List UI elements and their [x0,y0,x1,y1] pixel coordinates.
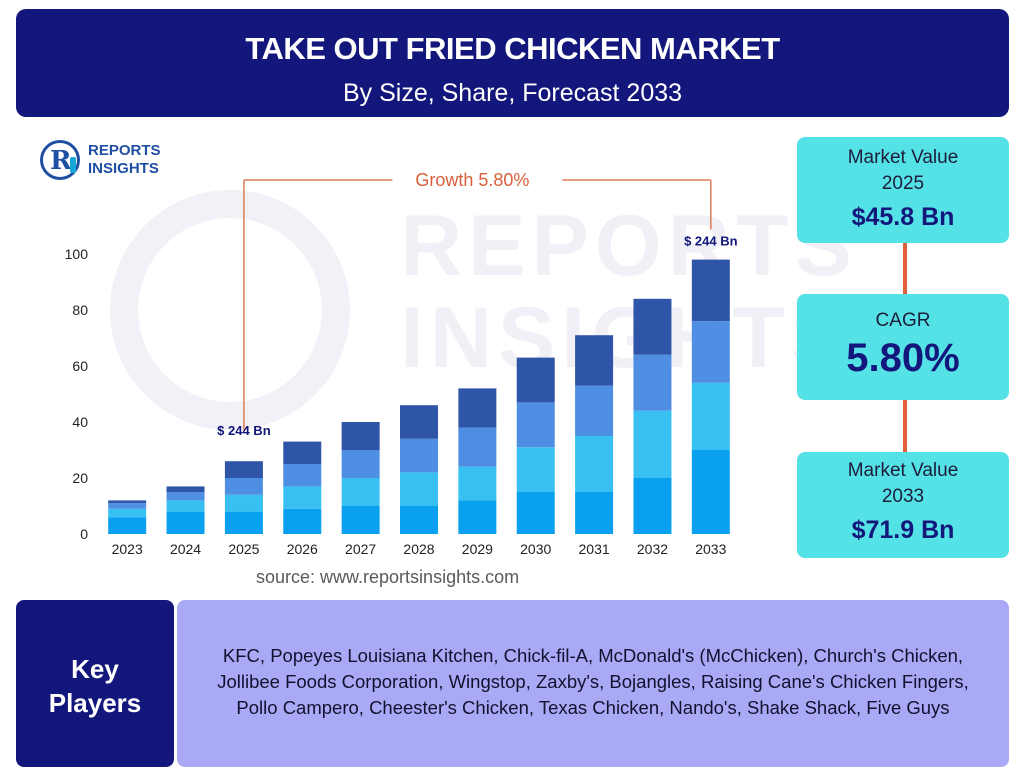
header-banner: TAKE OUT FRIED CHICKEN MARKET By Size, S… [16,9,1009,117]
market-value-2033-card: Market Value 2033 $71.9 Bn [797,452,1009,558]
bar-segment [575,436,614,492]
bar-segment [691,450,730,534]
logo-text: REPORTS INSIGHTS [88,142,161,178]
bar-segment [108,500,147,504]
bar-segment [575,335,614,386]
y-tick-label: 80 [72,302,88,318]
key-players-line: Jollibee Foods Corporation, Wingstop, Za… [217,671,969,692]
bar-segment [108,517,147,534]
data-label-2025: $ 244 Bn [217,423,271,438]
bar-segment [516,492,555,534]
bar-segment [458,466,497,501]
bar-segment [516,357,555,403]
bar-segment [341,450,380,478]
bar-segment [458,427,497,467]
bar-segment [691,382,730,450]
bar-segment [108,508,147,518]
cagr-card: CAGR 5.80% [797,294,1009,400]
watermark-line2: INSIGHTS [400,290,855,386]
watermark: REPORTS INSIGHTS [100,190,852,450]
x-tick-label: 2023 [112,541,143,557]
bar-segment [400,472,438,506]
card-value: 5.80% [846,336,960,380]
x-tick-label: 2028 [403,541,434,557]
bar-segment [633,298,672,355]
source-note: source: www.reportsinsights.com [256,567,520,587]
bar-segment [166,492,205,501]
market-bar-chart: 0 20 40 60 80 100 2023 2024 2025 2026 2027 2028 2029… [65,170,738,557]
x-tick-label: 2027 [345,541,376,557]
bar-segment [691,321,730,383]
bar-segment [283,508,322,534]
bar-segment [400,438,438,473]
x-tick-label: 2033 [695,541,726,557]
company-logo: R REPORTS INSIGHTS [40,140,180,184]
bar-segment [166,511,205,534]
watermark-text: REPORTS INSIGHTS [400,200,858,384]
logo-line2: INSIGHTS [88,160,159,177]
card-label: Market Value [847,147,959,168]
bar-segment [283,441,322,464]
bar-segment [633,354,672,411]
bar-segment [516,402,555,448]
page-title: TAKE OUT FRIED CHICKEN MARKET [245,31,780,66]
bar-segment [166,500,205,512]
bar-segment [224,494,263,512]
x-tick-label: 2024 [170,541,201,557]
card-value: $71.9 Bn [851,516,955,544]
x-tick-label: 2029 [462,541,493,557]
bar-segment [633,478,672,534]
bar-segment [283,464,322,487]
bar-segment [575,385,614,436]
bar-segment [283,486,322,509]
bar-segment [108,503,147,509]
x-tick-label: 2031 [579,541,610,557]
bar-segment [633,410,672,478]
watermark-line1: REPORTS [400,198,858,294]
bar-segment [400,506,438,534]
y-tick-label: 40 [72,414,88,430]
bar-segment [341,422,380,450]
bar-segment [691,259,730,322]
key-players-label: Key Players [16,600,174,767]
bar-segment [224,511,263,534]
card-year: 2033 [881,486,925,507]
bar-segment [458,388,497,428]
x-tick-label: 2030 [520,541,551,557]
data-label-2033: $ 244 Bn [684,234,738,249]
key-players-label-line2: Players [48,688,142,718]
y-tick-label: 100 [65,246,89,262]
y-tick-label: 60 [72,358,88,374]
card-label: CAGR [875,310,931,331]
y-tick-label: 0 [80,526,88,542]
x-tick-label: 2026 [287,541,318,557]
bar-segment [341,478,380,506]
growth-label: Growth 5.80% [415,170,529,190]
y-tick-label: 20 [72,470,88,486]
key-players-list: KFC, Popeyes Louisiana Kitchen, Chick-fi… [177,600,1009,767]
market-value-2025-card: Market Value 2025 $45.8 Bn [797,137,1009,243]
page-subtitle: By Size, Share, Forecast 2033 [342,79,683,107]
key-players-line: Pollo Campero, Cheester's Chicken, Texas… [236,697,950,718]
connector-line-upper [903,243,907,294]
logo-line1: REPORTS [88,142,161,159]
bar-segment [400,405,438,439]
card-value: $45.8 Bn [851,203,955,231]
bar-segment [224,478,263,495]
bar-segment [166,486,205,492]
card-label: Market Value [847,460,959,481]
connector-line-lower [903,400,907,452]
key-players-label-line1: Key [71,654,119,684]
x-tick-label: 2032 [637,541,668,557]
bar-segment [516,447,555,492]
key-players-line: KFC, Popeyes Louisiana Kitchen, Chick-fi… [222,645,964,666]
card-year: 2025 [881,173,925,194]
bar-segment [575,492,614,534]
bar-segment [224,461,263,478]
bar-segment [341,506,380,534]
x-tick-label: 2025 [228,541,259,557]
bar-segment [458,500,497,534]
logo-icon: R [40,140,80,180]
